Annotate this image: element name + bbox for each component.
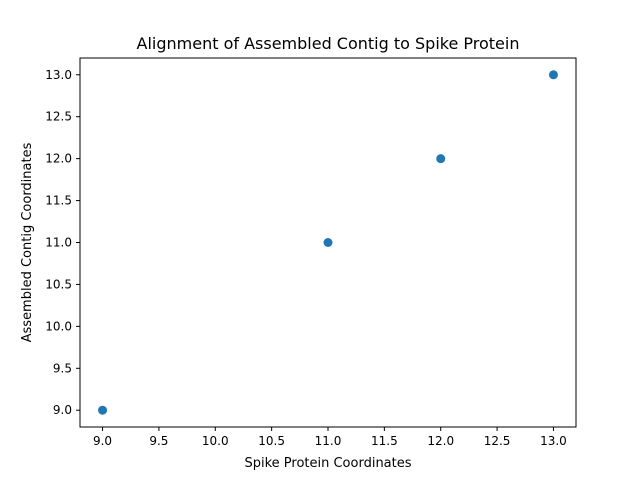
y-axis: 9.0 9.5 10.0 10.5 11.0 11.5 12.0 12.5 13.0 — [45, 68, 80, 417]
y-tick-label: 10.0 — [45, 319, 72, 333]
x-axis-label: Spike Protein Coordinates — [244, 456, 411, 471]
y-tick-label: 12.5 — [45, 110, 72, 124]
y-tick-label: 10.5 — [45, 277, 72, 291]
x-tick-label: 10.0 — [202, 434, 229, 448]
x-tick-label: 9.0 — [93, 434, 112, 448]
x-axis: 9.0 9.5 10.0 10.5 11.0 11.5 12.0 12.5 13.0 — [93, 427, 567, 448]
y-tick-label: 11.0 — [45, 236, 72, 250]
data-points — [98, 70, 558, 415]
x-tick-label: 12.5 — [484, 434, 511, 448]
x-tick-label: 11.0 — [315, 434, 342, 448]
x-tick-label: 9.5 — [149, 434, 168, 448]
x-tick-label: 13.0 — [540, 434, 567, 448]
y-axis-label: Assembled Contig Coordinates — [20, 142, 35, 342]
x-tick-label: 12.0 — [427, 434, 454, 448]
data-point — [98, 405, 108, 415]
data-point — [323, 238, 333, 247]
y-tick-label: 13.0 — [45, 68, 72, 82]
plot-area: 9.0 9.5 10.0 10.5 11.0 11.5 12.0 12.5 13.0 9.09.… — [45, 57, 577, 448]
y-tick-label: 12.0 — [45, 152, 72, 166]
y-tick-label: 9.0 — [53, 403, 72, 417]
data-point — [548, 70, 558, 80]
y-tick-label: 9.5 — [53, 361, 72, 375]
x-tick-label: 10.5 — [258, 434, 285, 448]
y-tick-label: 11.5 — [45, 194, 72, 208]
chart-title: Alignment of Assembled Contig to Spike P… — [137, 34, 520, 53]
data-point — [436, 154, 446, 164]
x-tick-label: 11.5 — [371, 434, 398, 448]
